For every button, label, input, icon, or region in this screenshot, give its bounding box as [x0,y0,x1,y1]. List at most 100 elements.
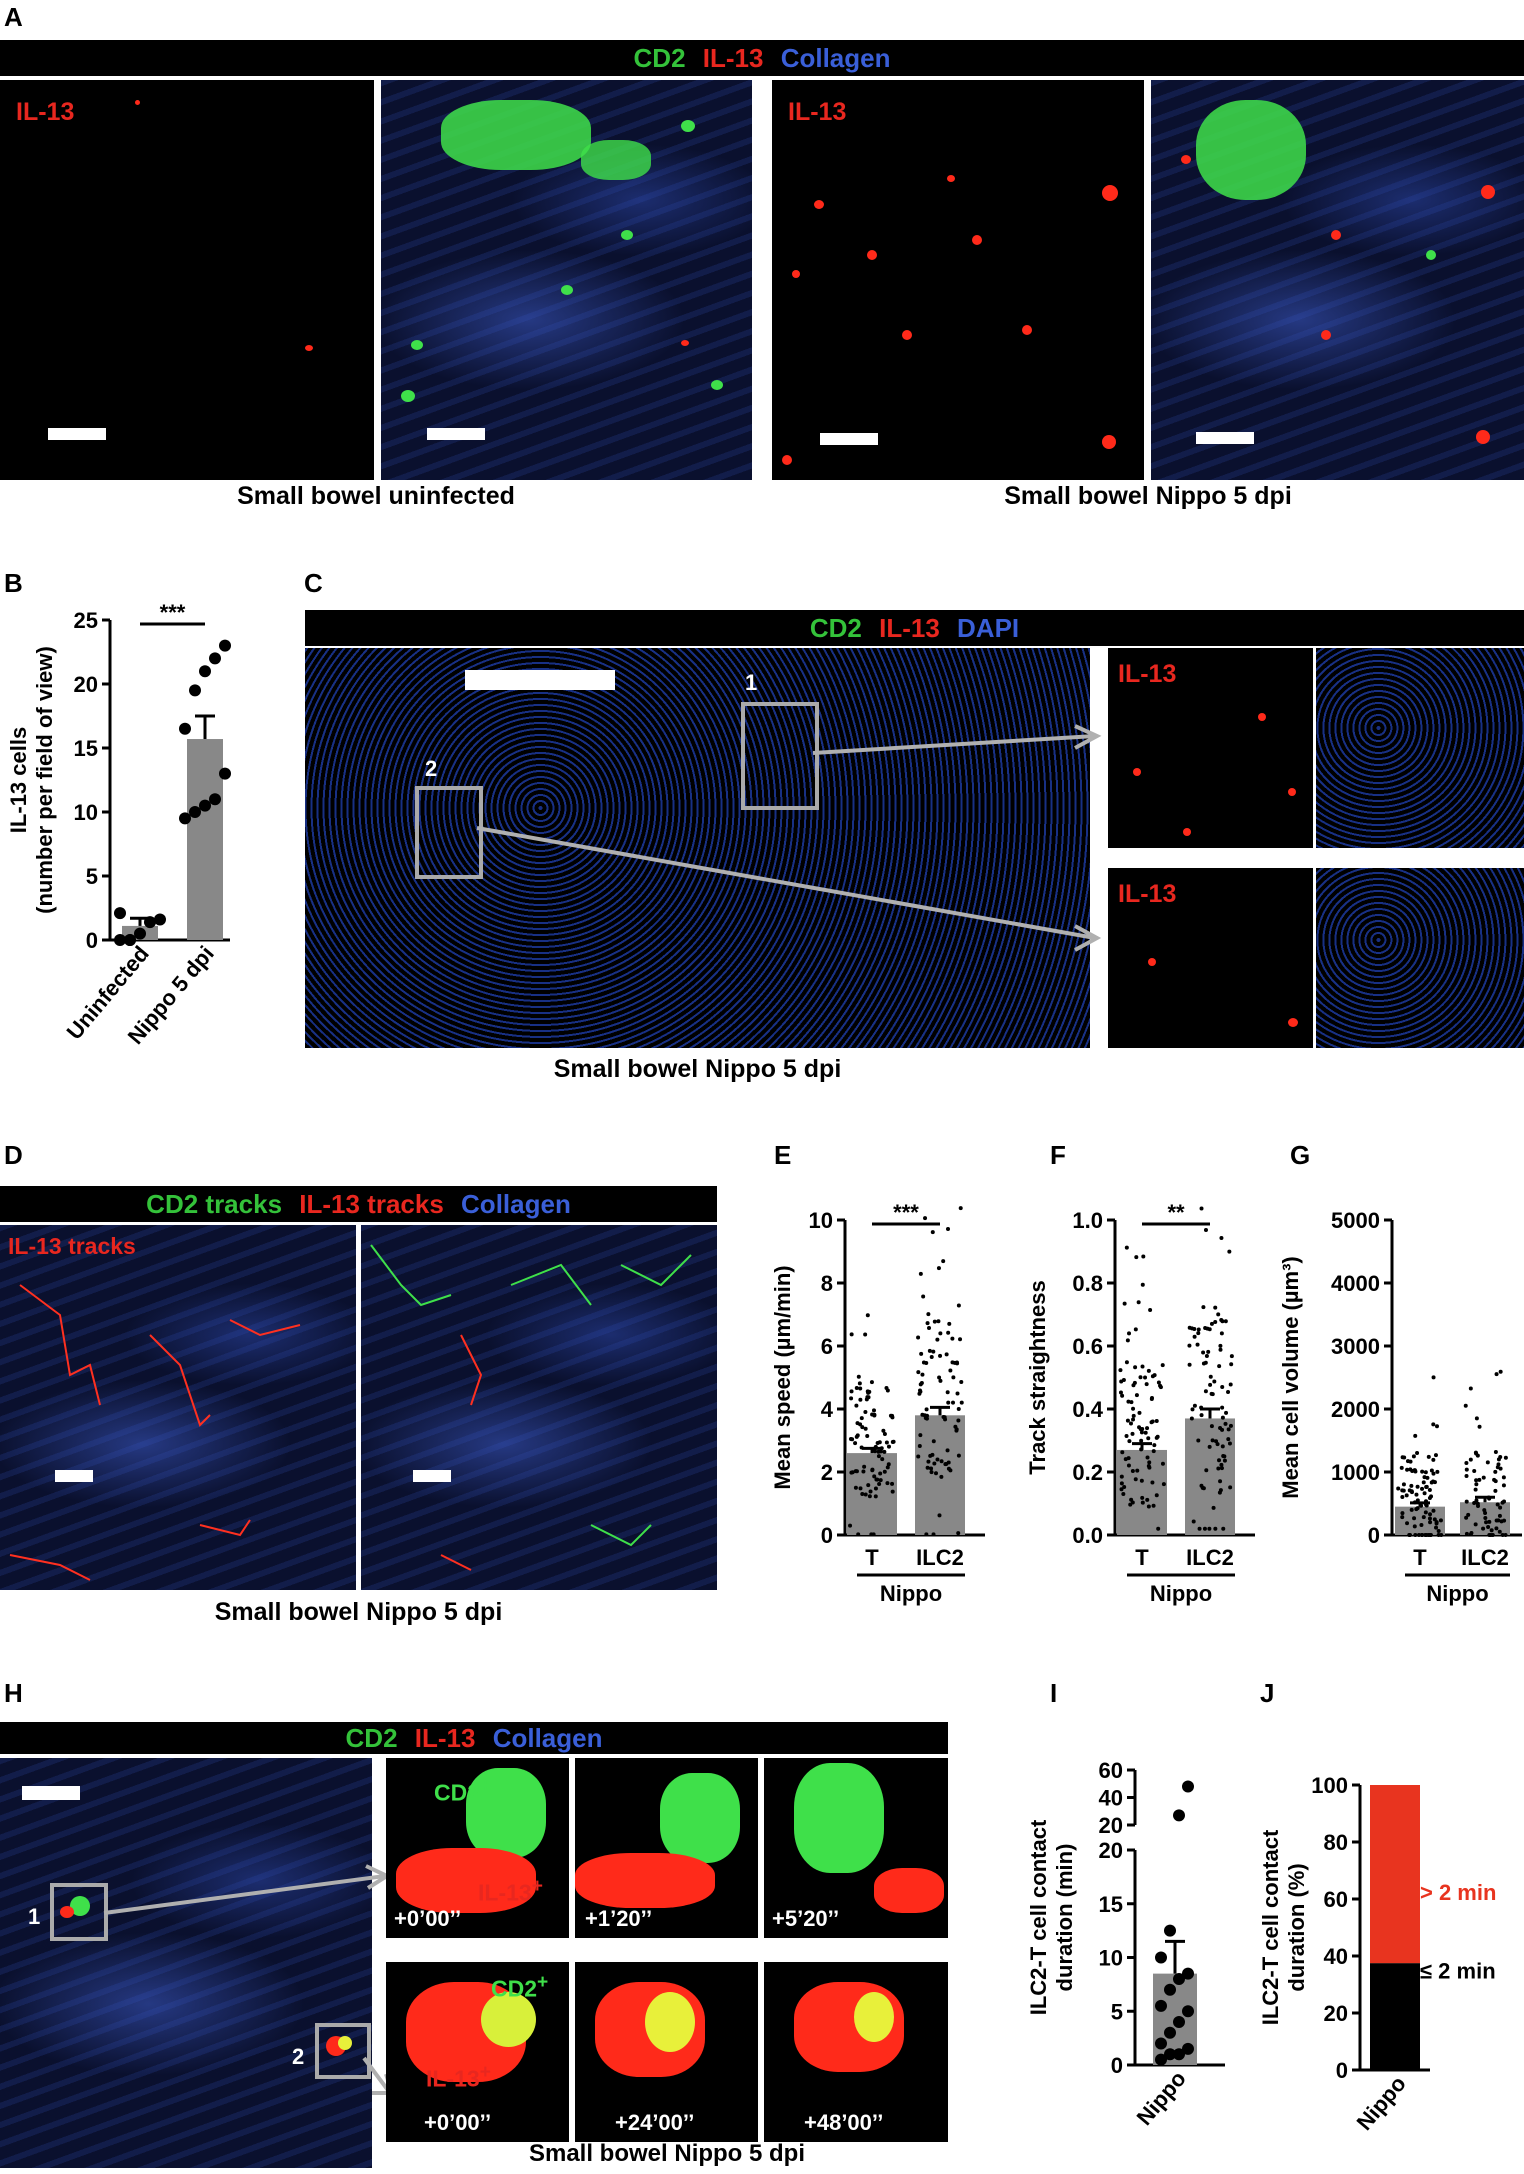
data-point [849,1396,854,1401]
y-tick-label: 80 [1324,1830,1348,1855]
data-point [1145,1497,1150,1502]
data-point [1464,1499,1469,1504]
data-point [1204,1468,1209,1473]
data-point [1412,1516,1417,1521]
data-point [1474,1416,1479,1421]
data-point [938,1331,943,1336]
data-point [931,1349,936,1354]
data-point [1134,1255,1139,1260]
data-point [1124,1360,1129,1365]
data-point [929,1466,934,1471]
data-point [1126,1463,1131,1468]
data-point [1481,1475,1486,1480]
data-point [869,1380,874,1385]
significance-label: ** [1167,1200,1185,1225]
data-point [933,1471,938,1476]
data-point [935,1337,940,1342]
data-point [1435,1469,1440,1474]
data-point [1226,1390,1231,1395]
data-point [1219,1462,1224,1467]
data-point [881,1428,886,1433]
data-point [1436,1532,1441,1537]
data-point [1420,1469,1425,1474]
data-point [1489,1528,1494,1533]
data-point [1464,1473,1469,1478]
legend-il13: IL-13 [414,1723,476,1753]
il13-label: IL-13 [788,98,847,126]
data-point [1187,1325,1192,1330]
data-point [1474,1478,1479,1483]
data-point [1148,1308,1153,1313]
legend-cd2: CD2 [345,1723,398,1753]
data-point [1182,1780,1194,1793]
data-point [1203,1389,1208,1394]
data-point [1477,1477,1482,1482]
data-point [1173,1973,1185,1985]
data-point [1120,1450,1125,1455]
data-point [1199,1405,1204,1410]
data-point [219,639,231,652]
data-point [1463,1403,1468,1408]
data-point [849,1332,854,1337]
data-point [849,1389,854,1394]
data-point [1221,1454,1226,1459]
data-point [878,1449,883,1454]
x-tick-label: Nippo [1132,2066,1191,2130]
data-point [1191,1519,1196,1524]
data-point [1497,1513,1502,1518]
data-point [1143,1430,1148,1435]
data-point [1141,1254,1146,1259]
data-point [936,1266,941,1271]
il13-label: IL-13 [1118,660,1177,688]
data-point [1121,1377,1126,1382]
data-point [1131,1406,1136,1411]
data-point [959,1400,964,1405]
data-point [1420,1486,1425,1491]
data-point [1503,1455,1508,1460]
data-point [1220,1444,1225,1449]
data-point [1434,1424,1439,1429]
data-point [862,1464,867,1469]
y-tick-label: 8 [821,1271,833,1296]
data-point [1484,1520,1489,1525]
image-c2-merge [1316,868,1524,1048]
data-point [1415,1450,1420,1455]
data-point [1414,1492,1419,1497]
data-point [1125,1418,1130,1423]
data-point [861,1469,866,1474]
data-point [1409,1483,1414,1488]
group-label: Nippo [1150,1581,1212,1606]
data-point [1138,1375,1143,1380]
data-point [1147,1465,1152,1470]
legend-cd2-tracks: CD2 tracks [146,1189,283,1219]
legend-il13: IL-13 [879,613,940,643]
data-point [124,934,136,946]
data-point [1468,1386,1473,1391]
legend-il13-tracks: IL-13 tracks [299,1189,444,1219]
time-stamp: +5’20’’ [772,1906,840,1931]
data-point [189,684,201,697]
data-point [1135,1468,1140,1473]
data-point [1493,1469,1498,1474]
image-d1: IL-13 tracks [0,1225,356,1590]
data-point [1118,1368,1123,1373]
data-point [1217,1490,1222,1495]
data-point [1146,1368,1151,1373]
data-point [1415,1498,1420,1503]
data-point [854,1385,859,1390]
data-point [890,1481,895,1486]
data-point [858,1422,863,1427]
y-axis-label: ILC2-T cell contact [1026,1819,1051,2015]
data-point [1497,1529,1502,1534]
data-point [1218,1347,1223,1352]
data-point [1431,1471,1436,1476]
y-axis-label: ILC2-T cell contact [1258,1829,1283,2025]
image-a4 [1151,80,1524,480]
data-point [1132,1380,1137,1385]
data-point [936,1319,941,1324]
data-point [1405,1521,1410,1526]
data-point [134,927,146,940]
data-point [1474,1482,1479,1487]
data-point [854,1434,859,1439]
data-point [1501,1483,1506,1488]
